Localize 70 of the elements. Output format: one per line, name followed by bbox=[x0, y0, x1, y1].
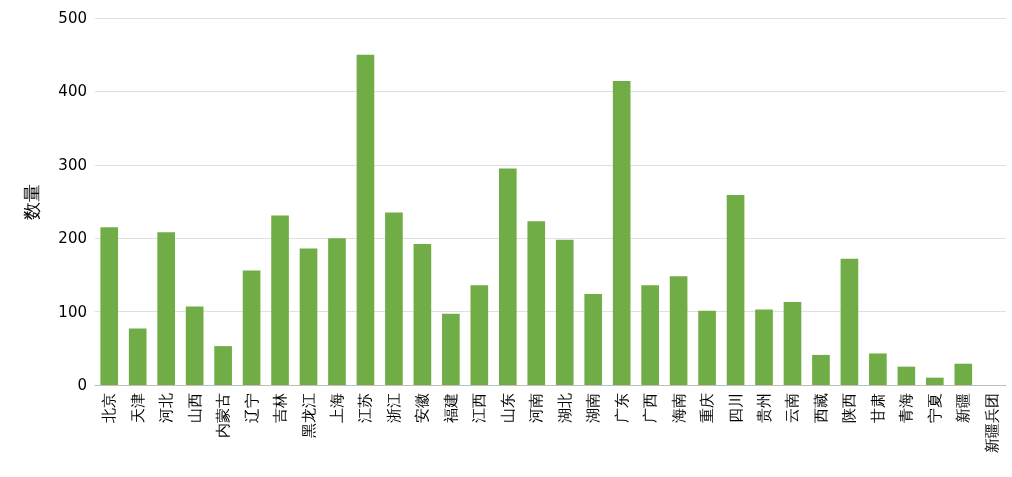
bar bbox=[385, 212, 403, 385]
y-tick-label: 400 bbox=[58, 82, 87, 101]
bar bbox=[783, 302, 802, 385]
x-tick-label: 云南 bbox=[783, 393, 802, 423]
bar bbox=[897, 366, 916, 385]
bar bbox=[726, 194, 745, 385]
x-tick-label: 吉林 bbox=[271, 393, 290, 423]
x-tick-label: 河北 bbox=[157, 393, 176, 423]
bar bbox=[527, 221, 546, 385]
bar bbox=[584, 293, 603, 385]
y-tick-label: 200 bbox=[58, 229, 87, 248]
bar bbox=[926, 377, 944, 385]
x-tick-label: 海南 bbox=[669, 393, 688, 423]
x-tick-label: 江苏 bbox=[356, 393, 375, 423]
bar bbox=[470, 285, 489, 385]
x-tick-label: 重庆 bbox=[698, 393, 717, 423]
x-tick-label: 黑龙江 bbox=[299, 393, 318, 438]
bar bbox=[755, 309, 773, 385]
x-tick-label: 天津 bbox=[128, 393, 147, 423]
x-tick-label: 广东 bbox=[612, 393, 631, 423]
x-tick-label: 湖北 bbox=[555, 393, 574, 423]
x-tick-label: 内蒙古 bbox=[214, 393, 233, 438]
y-tick-label: 300 bbox=[58, 155, 87, 174]
bar bbox=[954, 363, 973, 385]
y-tick-label: 100 bbox=[58, 302, 87, 321]
x-tick-label: 陕西 bbox=[840, 393, 859, 423]
x-tick-label: 辽宁 bbox=[242, 393, 261, 423]
bar bbox=[442, 313, 460, 385]
x-tick-label: 青海 bbox=[897, 393, 916, 423]
bar bbox=[214, 346, 232, 385]
bar bbox=[555, 239, 574, 385]
x-tick-label: 新疆兵团 bbox=[982, 393, 1001, 453]
bar bbox=[698, 310, 716, 385]
bar bbox=[669, 276, 688, 385]
x-tick-label: 湖南 bbox=[584, 393, 603, 423]
y-tick-label: 0 bbox=[77, 376, 87, 394]
x-tick-label: 上海 bbox=[327, 393, 346, 423]
bar bbox=[641, 285, 659, 385]
bar bbox=[242, 270, 261, 385]
bar bbox=[413, 244, 432, 385]
bar bbox=[869, 353, 887, 385]
bar bbox=[328, 238, 346, 385]
bar bbox=[100, 227, 119, 385]
bar bbox=[612, 81, 631, 385]
bar bbox=[299, 248, 318, 385]
x-tick-label: 西藏 bbox=[811, 393, 830, 423]
x-tick-label: 江西 bbox=[470, 393, 489, 423]
bar bbox=[185, 306, 204, 385]
bar bbox=[157, 232, 175, 385]
x-tick-label: 宁夏 bbox=[925, 393, 944, 423]
bar bbox=[498, 168, 517, 385]
x-tick-label: 河南 bbox=[527, 393, 546, 423]
x-tick-label: 安徽 bbox=[413, 393, 432, 423]
x-tick-label: 浙江 bbox=[384, 393, 403, 423]
bar bbox=[840, 258, 859, 385]
x-tick-label: 福建 bbox=[441, 393, 460, 423]
x-tick-label: 北京 bbox=[100, 393, 119, 423]
x-tick-label: 广西 bbox=[641, 393, 660, 423]
x-tick-label: 山东 bbox=[498, 393, 517, 423]
x-tick-label: 四川 bbox=[726, 393, 745, 423]
x-tick-label: 甘肃 bbox=[868, 393, 887, 423]
y-axis-title: 数量 bbox=[20, 183, 42, 220]
y-tick-label: 500 bbox=[58, 9, 87, 27]
x-tick-label: 新疆 bbox=[954, 393, 973, 423]
bar bbox=[812, 354, 830, 385]
x-tick-label: 贵州 bbox=[755, 393, 774, 423]
bar bbox=[128, 328, 147, 385]
x-tick-label: 山西 bbox=[185, 393, 204, 423]
bar bbox=[271, 215, 289, 385]
bar bbox=[356, 54, 375, 385]
